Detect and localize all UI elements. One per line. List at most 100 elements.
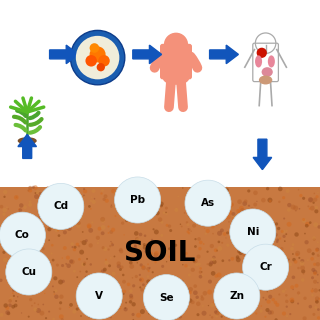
Circle shape bbox=[261, 198, 266, 203]
Circle shape bbox=[28, 316, 30, 318]
Circle shape bbox=[281, 269, 284, 272]
Circle shape bbox=[45, 227, 47, 229]
Circle shape bbox=[193, 284, 197, 288]
Circle shape bbox=[79, 215, 83, 219]
Circle shape bbox=[147, 276, 149, 278]
Circle shape bbox=[203, 291, 207, 296]
Circle shape bbox=[217, 272, 221, 277]
Circle shape bbox=[54, 208, 59, 213]
Circle shape bbox=[251, 218, 256, 222]
Circle shape bbox=[39, 212, 42, 216]
Circle shape bbox=[257, 48, 267, 58]
Circle shape bbox=[147, 308, 148, 310]
Circle shape bbox=[165, 212, 167, 213]
Circle shape bbox=[94, 311, 96, 313]
Circle shape bbox=[212, 260, 217, 264]
Circle shape bbox=[144, 235, 146, 237]
Circle shape bbox=[263, 234, 267, 238]
Circle shape bbox=[83, 189, 87, 193]
Circle shape bbox=[90, 263, 92, 266]
Circle shape bbox=[21, 312, 22, 314]
Circle shape bbox=[270, 251, 275, 255]
Circle shape bbox=[129, 300, 132, 304]
Circle shape bbox=[199, 241, 203, 244]
Circle shape bbox=[125, 220, 128, 222]
Circle shape bbox=[187, 230, 189, 233]
Circle shape bbox=[250, 234, 254, 238]
Circle shape bbox=[66, 256, 70, 260]
Circle shape bbox=[132, 319, 134, 320]
Circle shape bbox=[246, 298, 251, 303]
Circle shape bbox=[152, 191, 156, 195]
Circle shape bbox=[263, 244, 266, 247]
Circle shape bbox=[52, 211, 54, 212]
Circle shape bbox=[260, 231, 264, 235]
Circle shape bbox=[70, 242, 74, 246]
Circle shape bbox=[228, 259, 231, 261]
Circle shape bbox=[264, 316, 267, 318]
Circle shape bbox=[23, 205, 27, 209]
Circle shape bbox=[287, 222, 292, 227]
Circle shape bbox=[129, 264, 134, 269]
Circle shape bbox=[278, 280, 282, 284]
Circle shape bbox=[76, 36, 119, 79]
Circle shape bbox=[236, 216, 241, 220]
Circle shape bbox=[182, 187, 183, 189]
Circle shape bbox=[236, 257, 237, 259]
Circle shape bbox=[300, 259, 304, 263]
Circle shape bbox=[109, 230, 113, 234]
Circle shape bbox=[150, 283, 153, 286]
Circle shape bbox=[59, 314, 64, 319]
Circle shape bbox=[287, 203, 292, 207]
Circle shape bbox=[4, 196, 6, 198]
Circle shape bbox=[49, 221, 51, 223]
Circle shape bbox=[204, 228, 205, 229]
Circle shape bbox=[65, 263, 67, 265]
Circle shape bbox=[103, 247, 107, 251]
Circle shape bbox=[268, 198, 272, 203]
Circle shape bbox=[77, 196, 82, 201]
Circle shape bbox=[34, 302, 36, 304]
Circle shape bbox=[277, 227, 280, 230]
Circle shape bbox=[255, 312, 257, 315]
Circle shape bbox=[124, 196, 127, 199]
Circle shape bbox=[148, 267, 151, 269]
Circle shape bbox=[292, 243, 294, 246]
Circle shape bbox=[103, 269, 106, 272]
Circle shape bbox=[317, 319, 318, 320]
Circle shape bbox=[242, 252, 247, 257]
Circle shape bbox=[165, 251, 168, 254]
Circle shape bbox=[317, 225, 320, 229]
Circle shape bbox=[22, 259, 25, 262]
Circle shape bbox=[83, 188, 85, 190]
Circle shape bbox=[100, 279, 104, 283]
Circle shape bbox=[157, 304, 159, 305]
Text: V: V bbox=[95, 291, 103, 301]
Circle shape bbox=[219, 296, 223, 300]
Circle shape bbox=[58, 234, 60, 237]
Circle shape bbox=[226, 244, 229, 247]
Circle shape bbox=[238, 210, 241, 213]
Circle shape bbox=[83, 263, 86, 266]
Circle shape bbox=[152, 188, 155, 192]
Circle shape bbox=[278, 293, 280, 296]
Circle shape bbox=[9, 297, 13, 300]
Circle shape bbox=[174, 244, 177, 247]
Circle shape bbox=[122, 280, 126, 284]
Circle shape bbox=[203, 243, 204, 245]
Circle shape bbox=[181, 310, 183, 312]
Circle shape bbox=[253, 190, 258, 195]
Circle shape bbox=[139, 233, 142, 236]
Circle shape bbox=[136, 238, 140, 243]
Circle shape bbox=[120, 307, 122, 308]
Circle shape bbox=[8, 244, 10, 247]
Circle shape bbox=[123, 290, 126, 293]
Circle shape bbox=[233, 295, 235, 297]
Circle shape bbox=[283, 256, 286, 259]
Circle shape bbox=[203, 202, 208, 207]
Circle shape bbox=[59, 205, 62, 209]
Circle shape bbox=[206, 229, 210, 233]
Circle shape bbox=[235, 286, 238, 290]
Circle shape bbox=[245, 274, 248, 277]
Circle shape bbox=[154, 261, 157, 263]
